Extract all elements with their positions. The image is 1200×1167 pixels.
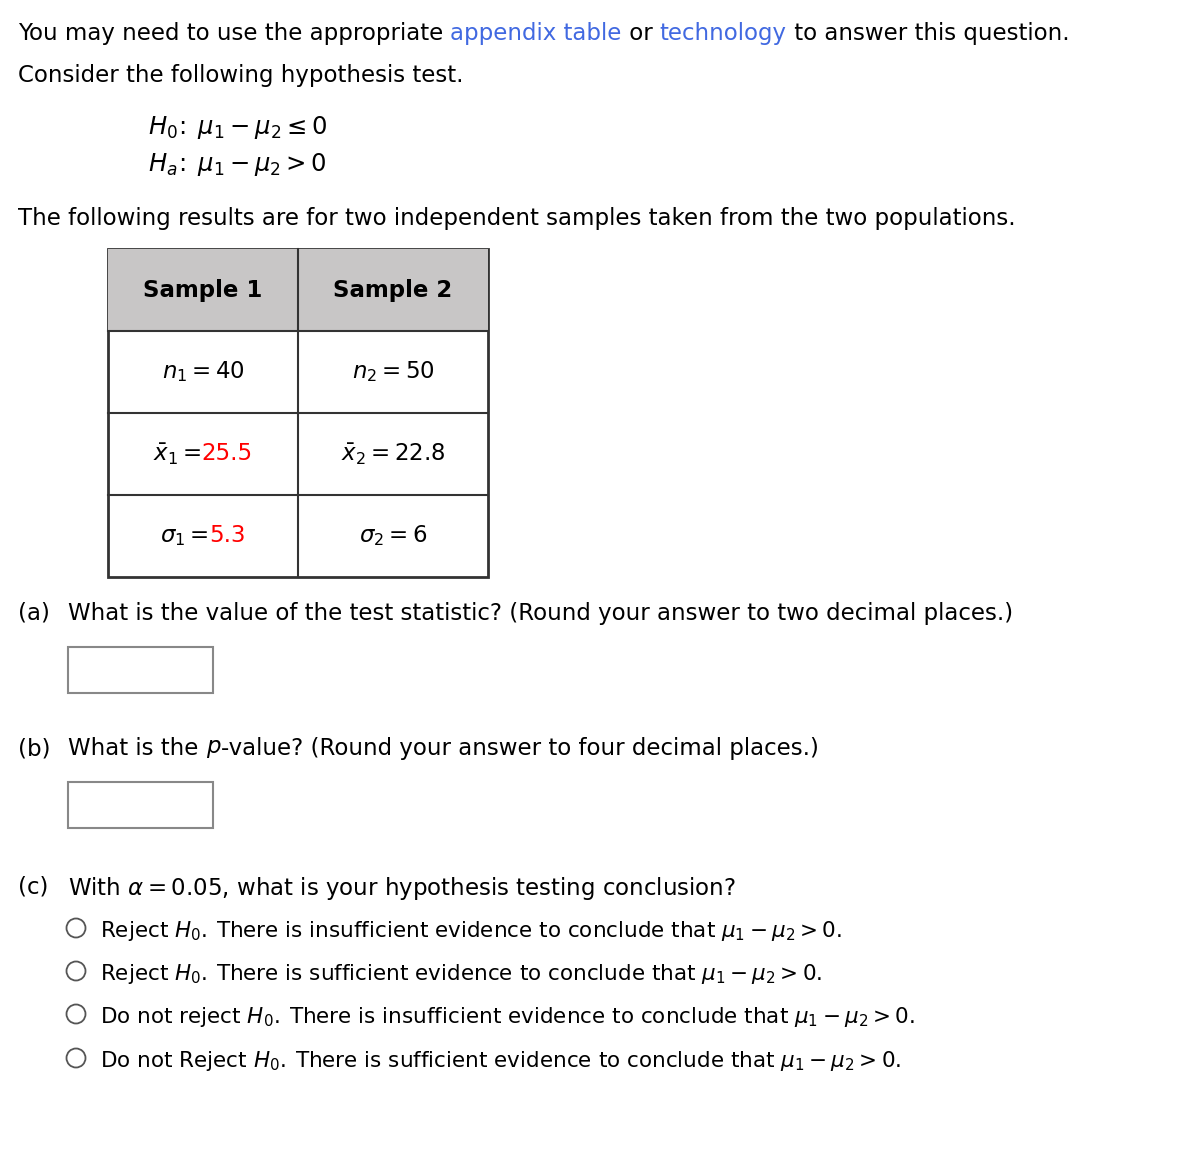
Text: (b): (b) (18, 738, 72, 760)
Text: $n_1 = 40$: $n_1 = 40$ (162, 359, 245, 384)
Text: $H_0\!:\; \mu_1 - \mu_2 \leq 0$: $H_0\!:\; \mu_1 - \mu_2 \leq 0$ (148, 114, 328, 141)
Text: What is the value of the test statistic? (Round your answer to two decimal place: What is the value of the test statistic?… (68, 602, 1013, 626)
Text: Sample 1: Sample 1 (143, 279, 263, 301)
Text: 5.3: 5.3 (209, 524, 246, 547)
Bar (68, 647, 214, 693)
Text: $p$: $p$ (205, 738, 221, 760)
Text: (a): (a) (18, 602, 72, 626)
Text: There is sufficient evidence to conclude that $\mu_1 - \mu_2 > 0$.: There is sufficient evidence to conclude… (295, 1049, 901, 1072)
Text: to answer this question.: to answer this question. (787, 22, 1069, 46)
Text: $n_2 = 50$: $n_2 = 50$ (352, 359, 434, 384)
Text: What is the: What is the (68, 738, 205, 760)
Text: $H_a\!:\; \mu_1 - \mu_2 > 0$: $H_a\!:\; \mu_1 - \mu_2 > 0$ (148, 151, 326, 179)
Text: (c): (c) (18, 875, 70, 897)
Text: Consider the following hypothesis test.: Consider the following hypothesis test. (18, 64, 463, 88)
Bar (68, 782, 214, 829)
Text: technology: technology (660, 22, 787, 46)
Text: There is sufficient evidence to conclude that $\mu_1 - \mu_2 > 0$.: There is sufficient evidence to conclude… (216, 962, 823, 986)
Text: $\bar{x}_1 = $: $\bar{x}_1 = $ (154, 441, 202, 467)
Text: appendix table: appendix table (450, 22, 622, 46)
Text: $\sigma_1 = $: $\sigma_1 = $ (161, 524, 209, 547)
Text: -value? (Round your answer to four decimal places.): -value? (Round your answer to four decim… (221, 738, 820, 760)
Text: 25.5: 25.5 (202, 442, 253, 466)
Text: You may need to use the appropriate: You may need to use the appropriate (18, 22, 450, 46)
Text: Do not reject $H_0$.: Do not reject $H_0$. (100, 1005, 289, 1029)
Text: Do not Reject $H_0$.: Do not Reject $H_0$. (100, 1049, 295, 1072)
Text: The following results are for two independent samples taken from the two populat: The following results are for two indepe… (18, 207, 1015, 230)
Text: Sample 2: Sample 2 (334, 279, 452, 301)
Bar (108, 249, 488, 331)
Text: Reject $H_0$.: Reject $H_0$. (100, 918, 216, 943)
Text: $\bar{x}_2 = 22.8$: $\bar{x}_2 = 22.8$ (341, 441, 445, 467)
Text: Reject $H_0$.: Reject $H_0$. (100, 962, 216, 986)
Bar (108, 249, 488, 576)
Text: With $\alpha = 0.05$, what is your hypothesis testing conclusion?: With $\alpha = 0.05$, what is your hypot… (68, 875, 736, 902)
Text: There is insufficient evidence to conclude that $\mu_1 - \mu_2 > 0$.: There is insufficient evidence to conclu… (216, 918, 842, 943)
Text: $\sigma_2 = 6$: $\sigma_2 = 6$ (359, 524, 427, 548)
Text: There is insufficient evidence to conclude that $\mu_1 - \mu_2 > 0$.: There is insufficient evidence to conclu… (289, 1005, 914, 1029)
Text: or: or (622, 22, 660, 46)
